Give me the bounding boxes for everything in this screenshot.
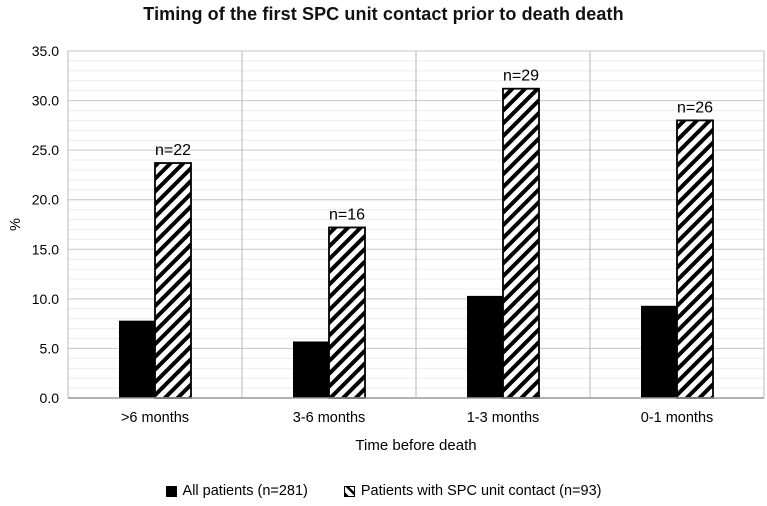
data-label: n=26 [677,99,713,116]
bar-spc-contact [676,119,714,399]
bar-spc-contact [502,87,540,399]
legend-item-spc-contact: Patients with SPC unit contact (n=93) [343,483,602,499]
data-label: n=29 [503,68,539,85]
legend-label-spc-contact: Patients with SPC unit contact (n=93) [360,483,602,499]
legend-swatch-hatch-icon [343,485,355,497]
legend-item-all-patients: All patients (n=281) [165,483,308,499]
chart-canvas: 0.05.010.015.020.025.030.035.0n=22n=16n=… [8,43,765,454]
bar-spc-contact [154,162,192,399]
legend-swatch-solid-icon [165,485,177,497]
y-tick-label: 10.0 [32,291,59,307]
x-axis-title: Time before death [355,437,476,454]
chart-title: Timing of the first SPC unit contact pri… [143,4,624,24]
bar-all-patients [641,305,677,398]
data-label: n=16 [329,206,365,223]
chart-legend: All patients (n=281) Patients with SPC u… [0,483,767,499]
legend-label-all-patients: All patients (n=281) [182,483,308,499]
bars: n=22 n=16 n=29 n=26 [119,68,714,399]
y-tick-label: 20.0 [32,192,59,208]
data-label: n=22 [155,142,191,159]
bar-all-patients [467,295,503,398]
category-label: 0-1 months [641,410,714,426]
y-axis-tick-labels: 0.0 5.0 10.0 15.0 20.0 25.0 30.0 35.0 [32,43,59,406]
bar-all-patients [119,320,155,398]
y-tick-label: 0.0 [40,390,60,406]
y-tick-label: 35.0 [32,43,59,59]
category-label: 3-6 months [293,410,366,426]
category-label: >6 months [121,410,189,426]
bar-spc-contact [328,226,366,399]
y-tick-label: 30.0 [32,93,59,109]
y-axis-title: % [8,218,24,231]
y-tick-label: 5.0 [40,340,60,356]
y-tick-label: 15.0 [32,241,59,257]
x-axis-category-labels: >6 months 3-6 months 1-3 months 0-1 months [121,410,713,426]
category-label: 1-3 months [467,410,540,426]
y-tick-label: 25.0 [32,142,59,158]
bar-all-patients [293,341,329,398]
